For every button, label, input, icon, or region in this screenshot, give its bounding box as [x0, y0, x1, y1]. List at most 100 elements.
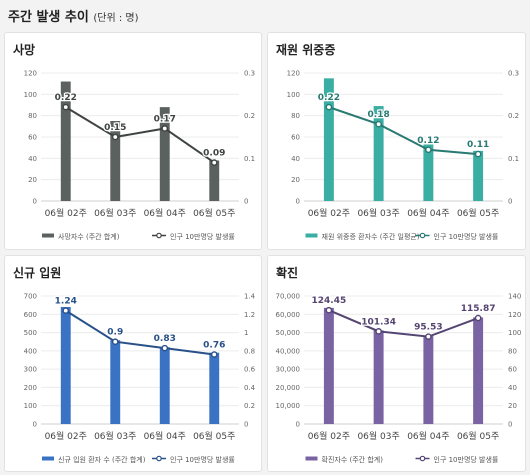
line-point	[111, 133, 119, 141]
bar	[423, 144, 434, 201]
line-point	[111, 338, 119, 346]
data-label: 0.17	[154, 114, 176, 124]
y2-tick-label: 0	[244, 421, 248, 429]
x-tick-label: 06월 04주	[144, 430, 186, 442]
chart-title: 확진	[276, 266, 299, 280]
y-tick-label: 30,000	[276, 366, 301, 374]
y2-tick-label: 1	[244, 329, 248, 337]
legend-line-marker	[156, 232, 162, 239]
legend-bar-swatch	[42, 456, 54, 461]
y-tick-label: 100	[287, 91, 300, 99]
bar	[323, 78, 334, 201]
y2-tick-label: 0.6	[244, 366, 256, 374]
x-tick-label: 06월 04주	[144, 207, 186, 219]
line-point	[210, 351, 218, 358]
x-tick-label: 06월 02주	[45, 207, 87, 219]
legend-line-label: 인구 10만명당 발생률	[170, 455, 235, 464]
y2-tick-label: 60	[508, 366, 517, 374]
y2-tick-label: 0	[244, 198, 248, 206]
y-tick-label: 300	[24, 366, 37, 374]
data-label: 115.87	[461, 304, 496, 314]
bar	[110, 340, 121, 424]
y-tick-label: 80	[28, 112, 37, 120]
legend-bar-label: 사망자수 (주간 합계)	[58, 232, 120, 241]
bar	[209, 352, 220, 424]
data-label: 0.22	[318, 93, 340, 103]
y-tick-label: 60	[28, 134, 37, 142]
line-point	[325, 306, 333, 314]
x-tick-label: 06월 03주	[357, 430, 399, 442]
page-title-text: 주간 발생 추이	[8, 10, 89, 25]
y-tick-label: 120	[24, 70, 37, 78]
y-tick-label: 700	[24, 293, 37, 301]
legend-line-marker	[419, 455, 426, 462]
data-label: 0.15	[104, 123, 126, 133]
y-tick-label: 20	[291, 176, 300, 184]
line-point	[62, 103, 70, 111]
y-tick-label: 100	[24, 402, 37, 410]
y-tick-label: 100	[24, 91, 37, 99]
line-point	[161, 125, 169, 132]
y-tick-label: 500	[24, 329, 37, 337]
y2-tick-label: 0.2	[244, 402, 255, 410]
y2-tick-label: 0.8	[244, 347, 255, 355]
y-tick-label: 70,000	[276, 293, 301, 301]
bar	[323, 307, 334, 424]
legend-line-label: 인구 10만명당 발생률	[170, 232, 235, 241]
y-tick-label: 400	[24, 347, 37, 355]
x-tick-label: 06월 03주	[94, 207, 136, 219]
y-tick-label: 0	[296, 421, 300, 429]
x-tick-label: 06월 03주	[357, 207, 399, 219]
x-tick-label: 06월 03주	[94, 430, 136, 442]
data-label: 0.11	[467, 140, 489, 150]
x-tick-label: 06월 04주	[407, 207, 449, 219]
line-point	[375, 120, 382, 128]
y2-tick-label: 0	[508, 198, 512, 206]
y-tick-label: 60,000	[276, 311, 301, 319]
y2-tick-label: 1.2	[244, 311, 255, 319]
page-unit: (단위 : 명)	[93, 13, 139, 24]
y-tick-label: 0	[296, 198, 300, 206]
y2-tick-label: 0.1	[244, 155, 255, 163]
legend-line-marker	[419, 232, 426, 239]
legend-bar-swatch	[305, 233, 318, 238]
x-tick-label: 06월 02주	[308, 430, 350, 442]
bar	[159, 347, 170, 424]
chart-svg-severe: 0 20 40 60 80 100 120 0 0.1 0.2 0.3 06월 02주 06월 03주 0…	[287, 70, 520, 242]
legend-bar-swatch	[42, 233, 54, 238]
chart-svg-admissions: 0 100 200 300 400 500 600 700 0 0.2 0.4 0.6 0.8 1 1.2 1…	[24, 293, 256, 465]
x-tick-label: 06월 04주	[407, 430, 449, 442]
y-tick-label: 0	[33, 198, 37, 206]
line-point	[474, 314, 482, 322]
y-tick-label: 0	[33, 421, 37, 429]
bar	[60, 81, 71, 201]
chart-title: 재원 위중증	[276, 43, 336, 57]
legend-line-label: 인구 10만명당 발생률	[434, 232, 499, 241]
y-tick-label: 10,000	[276, 402, 301, 410]
bar	[110, 121, 121, 201]
data-label: 0.12	[417, 136, 439, 146]
y2-tick-label: 140	[508, 293, 521, 301]
data-label: 1.24	[55, 297, 77, 307]
line-point	[210, 159, 218, 166]
x-tick-label: 06월 05주	[457, 207, 499, 219]
legend-bar-swatch	[305, 456, 318, 461]
y-tick-label: 600	[24, 311, 37, 319]
data-label: 0.83	[154, 334, 176, 344]
legend-bar-label: 확진자수 (주간 합계)	[322, 455, 384, 464]
line-point	[161, 344, 169, 352]
bar	[473, 317, 484, 424]
y-tick-label: 120	[287, 70, 300, 78]
bar	[209, 160, 220, 201]
chart-title: 사망	[13, 43, 36, 57]
line-point	[62, 307, 70, 314]
y2-tick-label: 0.2	[244, 112, 255, 120]
data-label: 101.34	[361, 317, 396, 327]
y-tick-label: 80	[291, 112, 300, 120]
chart-panel-confirmed: 확진 0 10,000 20,000 30,000 40,000 50,000 60,000…	[267, 255, 526, 472]
data-label: 0.18	[368, 110, 390, 120]
y-tick-label: 40	[28, 155, 37, 163]
legend-line-label: 인구 10만명당 발생률	[434, 455, 499, 464]
y-tick-label: 60	[291, 134, 300, 142]
y-tick-label: 20,000	[276, 384, 301, 392]
